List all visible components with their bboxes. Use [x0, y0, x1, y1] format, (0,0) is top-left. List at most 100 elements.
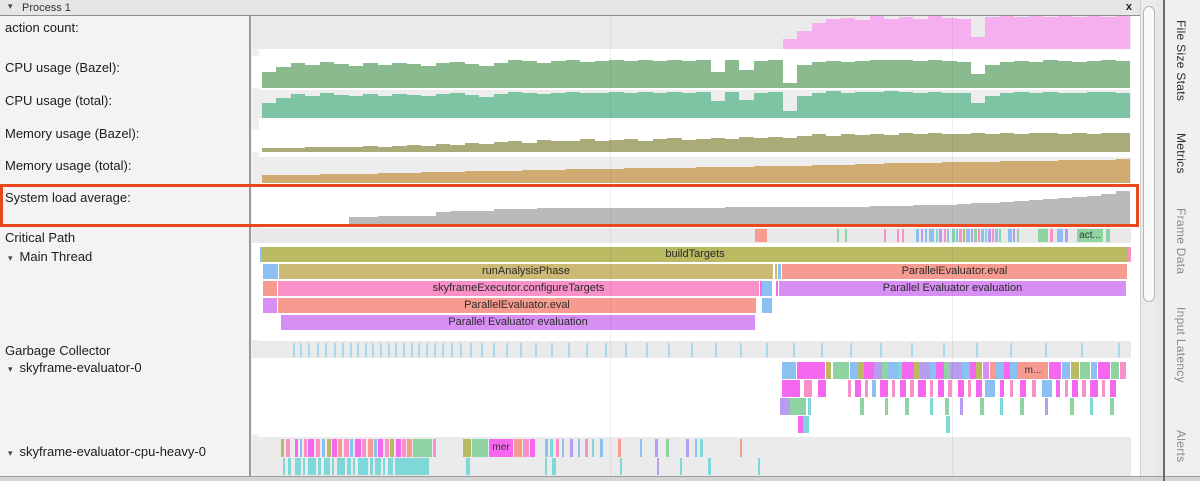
- evaluator0-slice[interactable]: [1010, 380, 1013, 397]
- evaluator0-slice[interactable]: [1090, 398, 1093, 415]
- critical-path-slice[interactable]: [952, 229, 955, 242]
- flame-slice[interactable]: [263, 281, 277, 296]
- evaluator0-slice[interactable]: [1049, 362, 1061, 379]
- tab-alerts[interactable]: Alerts: [1174, 430, 1188, 463]
- cpu-heavy-slice[interactable]: [740, 439, 742, 457]
- evaluator0-slice[interactable]: [946, 416, 950, 433]
- critical-path-slice[interactable]: [966, 229, 970, 242]
- cpu-heavy-slice[interactable]: [407, 439, 412, 457]
- critical-path-slice[interactable]: [1017, 229, 1019, 242]
- cpu-heavy-slice[interactable]: [288, 458, 291, 475]
- evaluator0-slice[interactable]: [918, 380, 926, 397]
- evaluator0-slice[interactable]: [850, 362, 858, 379]
- collapse-track-icon[interactable]: ▾: [8, 448, 13, 458]
- flame-slice[interactable]: [260, 247, 262, 262]
- cpu-heavy-slice[interactable]: [295, 439, 298, 457]
- cpu-heavy-slice[interactable]: [396, 439, 401, 457]
- critical-path-slice[interactable]: [837, 229, 839, 242]
- evaluator0-slice[interactable]: [1000, 398, 1003, 415]
- evaluator0-slice[interactable]: [797, 362, 825, 379]
- evaluator0-slice[interactable]: [1004, 362, 1010, 379]
- evaluator0-slice[interactable]: [1045, 398, 1048, 415]
- cpu-heavy-slice[interactable]: [355, 439, 361, 457]
- cpu-heavy-slice[interactable]: [592, 439, 594, 457]
- flame-slice[interactable]: Parallel Evaluator evaluation: [779, 281, 1126, 296]
- evaluator0-slice[interactable]: [1020, 380, 1026, 397]
- cpu-heavy-slice[interactable]: [463, 439, 471, 457]
- evaluator0-slice[interactable]: [790, 398, 806, 415]
- area-chart-mem-bazel[interactable]: [262, 130, 1131, 152]
- evaluator0-slice[interactable]: [1091, 362, 1097, 379]
- cpu-heavy-slice[interactable]: [655, 439, 658, 457]
- area-chart-cpu-bazel[interactable]: [262, 56, 1131, 88]
- area-chart-cpu-total[interactable]: [262, 90, 1131, 118]
- critical-path-slice[interactable]: [992, 229, 994, 242]
- critical-path-slice[interactable]: [1038, 229, 1048, 242]
- cpu-heavy-slice[interactable]: [552, 458, 556, 475]
- evaluator0-slice[interactable]: [1102, 380, 1105, 397]
- evaluator0-slice[interactable]: [1042, 380, 1052, 397]
- evaluator0-slice[interactable]: [944, 362, 950, 379]
- evaluator0-slice[interactable]: [833, 362, 849, 379]
- critical-path-slice[interactable]: [902, 229, 904, 242]
- evaluator0-slice[interactable]: [780, 398, 790, 415]
- cpu-heavy-slice[interactable]: [332, 458, 334, 475]
- cpu-heavy-slice[interactable]: [433, 439, 436, 457]
- cpu-heavy-slice[interactable]: [680, 458, 682, 475]
- evaluator0-slice[interactable]: [872, 380, 876, 397]
- vertical-scrollbar-thumb[interactable]: [1142, 6, 1155, 302]
- evaluator0-slice[interactable]: [985, 380, 995, 397]
- cpu-heavy-slice[interactable]: [286, 439, 290, 457]
- cpu-heavy-slice[interactable]: [281, 439, 284, 457]
- cpu-heavy-slice[interactable]: [466, 458, 470, 475]
- evaluator0-slice[interactable]: [1082, 380, 1086, 397]
- evaluator0-slice[interactable]: [1065, 380, 1068, 397]
- critical-path-slice[interactable]: [985, 229, 987, 242]
- evaluator0-slice[interactable]: [888, 362, 898, 379]
- cpu-heavy-slice[interactable]: [657, 458, 659, 475]
- cpu-heavy-slice[interactable]: [686, 439, 689, 457]
- flame-slice[interactable]: [778, 264, 781, 279]
- critical-path-slice[interactable]: [755, 229, 767, 242]
- evaluator0-slice[interactable]: [945, 398, 949, 415]
- evaluator0-slice[interactable]: [1080, 362, 1090, 379]
- cpu-heavy-slice[interactable]: [283, 458, 285, 475]
- cpu-heavy-slice[interactable]: [337, 458, 345, 475]
- cpu-heavy-slice[interactable]: [700, 439, 703, 457]
- critical-path-slice[interactable]: [956, 229, 958, 242]
- cpu-heavy-slice[interactable]: [353, 458, 355, 475]
- critical-path-slice[interactable]: [947, 229, 949, 242]
- critical-path-slice[interactable]: [936, 229, 938, 242]
- cpu-heavy-slice[interactable]: [514, 439, 522, 457]
- cpu-heavy-slice[interactable]: [390, 439, 394, 457]
- cpu-heavy-slice[interactable]: [666, 439, 669, 457]
- critical-path-slice[interactable]: act...: [1077, 229, 1103, 242]
- cpu-heavy-slice[interactable]: [695, 439, 697, 457]
- evaluator0-slice[interactable]: [885, 398, 888, 415]
- cpu-heavy-slice[interactable]: [308, 439, 314, 457]
- tab-file-size-stats[interactable]: File Size Stats: [1174, 20, 1188, 102]
- cpu-heavy-slice[interactable]: [562, 439, 564, 457]
- evaluator0-slice[interactable]: [968, 380, 971, 397]
- cpu-heavy-slice[interactable]: [545, 458, 547, 475]
- evaluator0-slice[interactable]: [983, 362, 989, 379]
- cpu-heavy-slice[interactable]: [585, 439, 588, 457]
- evaluator0-slice[interactable]: [900, 380, 906, 397]
- cpu-heavy-slice[interactable]: [308, 458, 316, 475]
- cpu-heavy-slice[interactable]: [472, 439, 488, 457]
- flame-slice[interactable]: [762, 281, 772, 296]
- cpu-heavy-slice[interactable]: [374, 439, 377, 457]
- cpu-heavy-slice[interactable]: [385, 439, 389, 457]
- evaluator0-slice[interactable]: [818, 380, 826, 397]
- cpu-heavy-slice[interactable]: [347, 458, 351, 475]
- cpu-heavy-slice[interactable]: [383, 458, 385, 475]
- critical-path-slice[interactable]: [1008, 229, 1012, 242]
- cpu-heavy-slice[interactable]: [375, 458, 381, 475]
- critical-path-slice[interactable]: [995, 229, 998, 242]
- evaluator0-slice[interactable]: [865, 380, 868, 397]
- cpu-heavy-slice[interactable]: [362, 439, 366, 457]
- flame-slice[interactable]: ParallelEvaluator.eval: [782, 264, 1127, 279]
- evaluator0-slice[interactable]: [848, 380, 851, 397]
- flame-slice[interactable]: skyframeExecutor.configureTargets: [278, 281, 759, 296]
- evaluator0-slice[interactable]: [1098, 362, 1110, 379]
